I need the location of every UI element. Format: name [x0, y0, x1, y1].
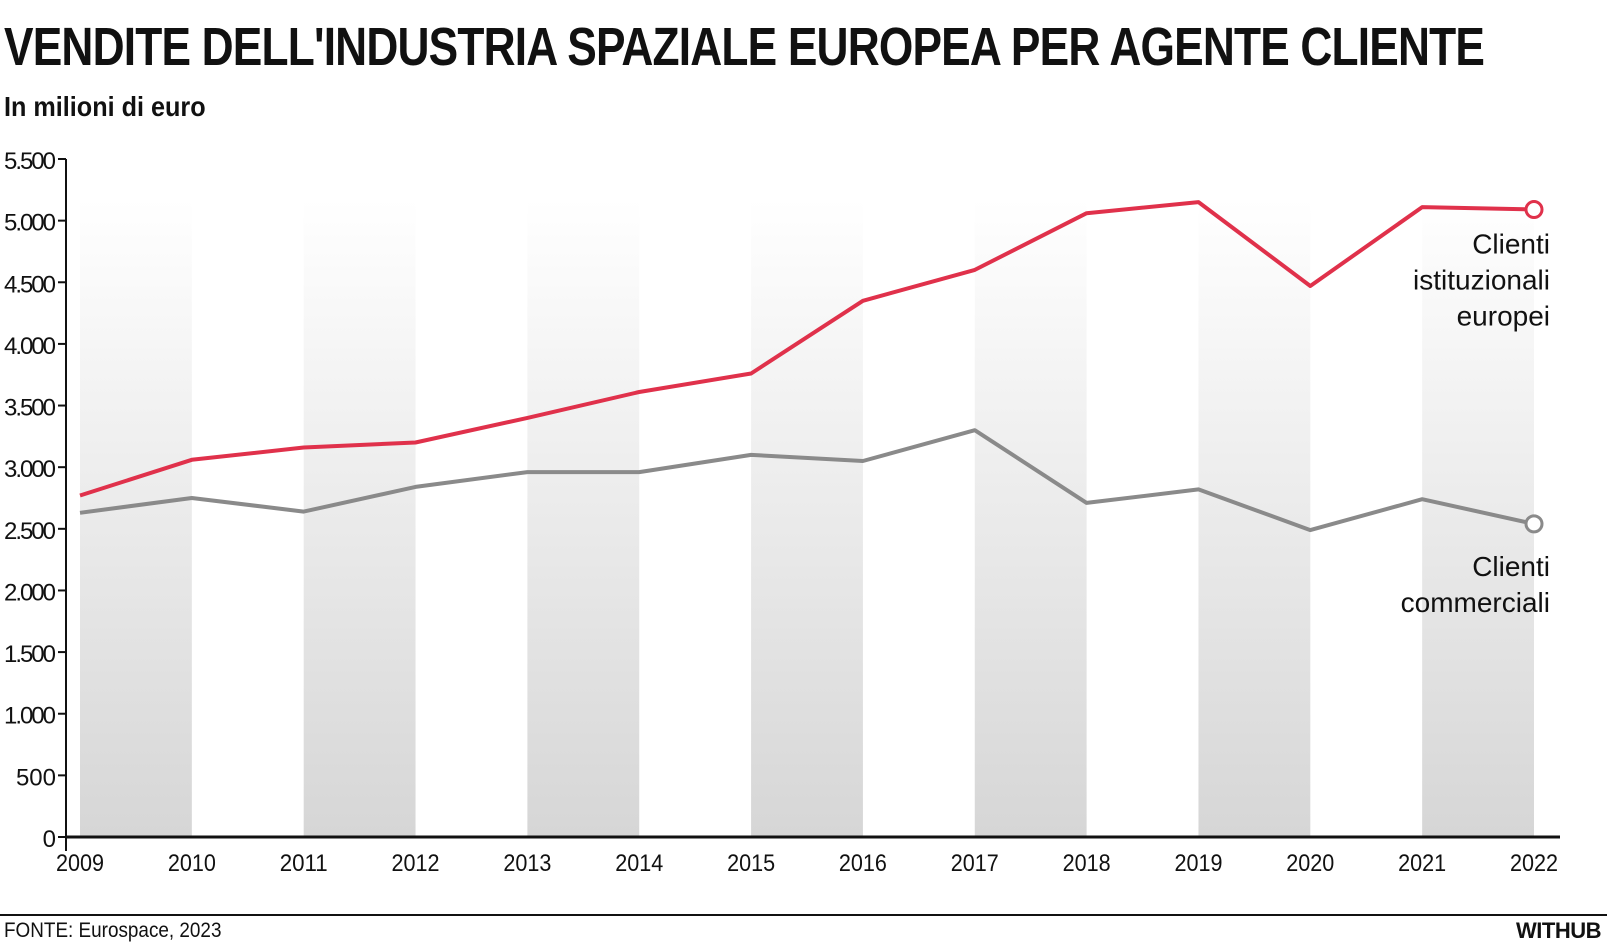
band-2011	[303, 199, 416, 837]
x-tick-label-2012: 2012	[392, 850, 440, 877]
series-lines	[79, 200, 1544, 534]
x-tick-label-2019: 2019	[1174, 850, 1222, 877]
y-tick-label-2500: 2.500	[4, 518, 56, 545]
background-bands	[80, 199, 1534, 837]
x-tick-label-2018: 2018	[1063, 850, 1111, 877]
x-tick-label-2020: 2020	[1286, 850, 1334, 877]
series-end-marker-commercial	[1524, 514, 1544, 534]
series-line-institutional	[79, 200, 1535, 498]
y-tick-label-2000: 2.000	[4, 579, 56, 606]
y-axis: 0 500 1.000 1.500 2.000 2.500 3.000 3.500 4.000 4…	[4, 148, 67, 853]
y-tick-label-3000: 3.000	[4, 456, 56, 483]
footer-divider	[0, 914, 1607, 916]
band-2019	[1198, 199, 1311, 837]
y-tick-label-4500: 4.500	[4, 271, 56, 298]
x-tick-label-2010: 2010	[168, 850, 216, 877]
band-2015	[751, 199, 863, 837]
series-labels: Clienti istituzionali europei Clienti commer…	[1401, 229, 1550, 618]
x-axis: 2009 2010 2011 2012 2013 2014 2015 2016 2017 2018…	[56, 835, 1560, 877]
band-2017	[974, 199, 1087, 837]
x-tick-label-2011: 2011	[280, 850, 328, 877]
chart-subtitle: In milioni di euro	[4, 91, 206, 122]
y-tick-label-1500: 1.500	[4, 641, 56, 668]
series-line-commercial	[79, 428, 1535, 533]
x-tick-label-2014: 2014	[615, 850, 663, 877]
x-tick-label-2009: 2009	[56, 850, 104, 877]
series-label-institutional-line-1: istituzionali	[1413, 265, 1550, 296]
y-tick-label-500: 500	[16, 764, 56, 791]
x-tick-label-2016: 2016	[839, 850, 887, 877]
y-tick-label-5500: 5.500	[4, 148, 56, 175]
band-2013	[527, 199, 640, 837]
y-tick-label-4000: 4.000	[4, 333, 56, 360]
y-tick-label-3500: 3.500	[4, 395, 56, 422]
series-label-institutional-line-0: Clienti	[1472, 229, 1550, 260]
series-label-institutional-line-2: europei	[1457, 301, 1550, 332]
x-tick-label-2015: 2015	[727, 850, 775, 877]
x-tick-label-2021: 2021	[1398, 850, 1446, 877]
series-end-marker-institutional	[1524, 200, 1544, 220]
x-tick-label-2013: 2013	[503, 850, 551, 877]
brand-logo: WITHUB	[1516, 918, 1601, 943]
chart-title: VENDITE DELL'INDUSTRIA SPAZIALE EUROPEA …	[4, 17, 1485, 77]
series-label-commercial-line-0: Clienti	[1472, 551, 1550, 582]
series-label-commercial-line-1: commerciali	[1401, 587, 1550, 618]
source-note: FONTE: Eurospace, 2023	[4, 919, 222, 942]
x-tick-label-2017: 2017	[951, 850, 999, 877]
line-chart: 0 500 1.000 1.500 2.000 2.500 3.000 3.500 4.000 4…	[4, 148, 1560, 877]
x-tick-label-2022: 2022	[1510, 850, 1558, 877]
y-tick-label-0: 0	[43, 826, 56, 853]
y-tick-label-5000: 5.000	[4, 210, 56, 237]
band-2009	[80, 199, 192, 837]
y-tick-label-1000: 1.000	[4, 703, 56, 730]
